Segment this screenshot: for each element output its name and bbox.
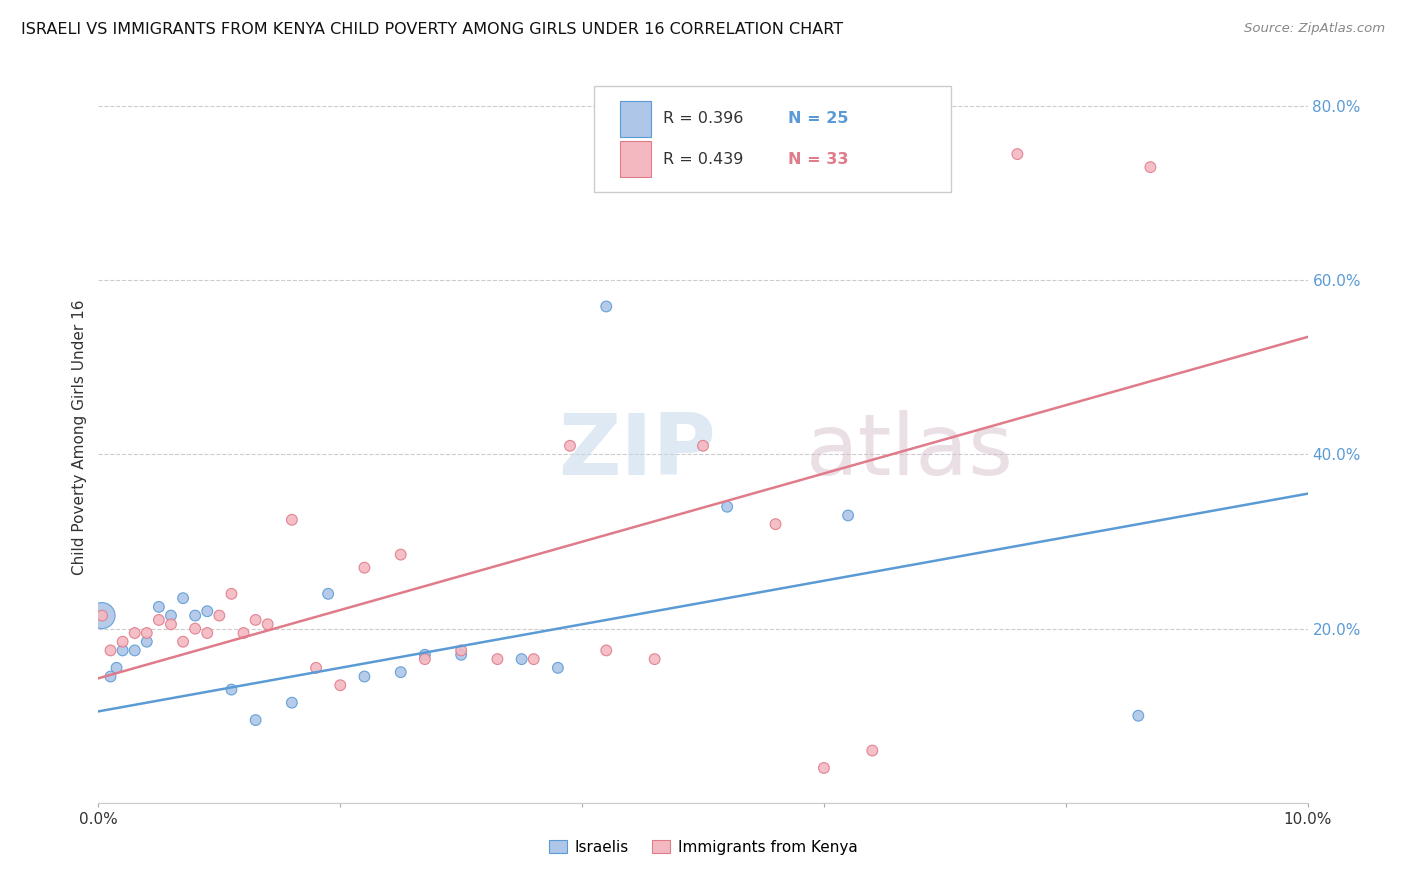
Point: [160, 608, 183, 623]
Point: [281, 513, 304, 527]
Point: [111, 643, 134, 657]
Point: [111, 634, 134, 648]
Text: N = 33: N = 33: [787, 152, 848, 167]
Text: Source: ZipAtlas.com: Source: ZipAtlas.com: [1244, 22, 1385, 36]
Point: [172, 634, 194, 648]
Point: [450, 648, 472, 662]
Point: [813, 761, 835, 775]
Point: [1128, 708, 1150, 723]
Text: R = 0.439: R = 0.439: [664, 152, 744, 167]
FancyBboxPatch shape: [620, 141, 651, 177]
Point: [91, 608, 114, 623]
Text: atlas: atlas: [806, 410, 1014, 493]
Point: [1139, 160, 1161, 174]
Point: [547, 661, 569, 675]
Point: [644, 652, 666, 666]
Point: [595, 300, 617, 314]
Text: ISRAELI VS IMMIGRANTS FROM KENYA CHILD POVERTY AMONG GIRLS UNDER 16 CORRELATION : ISRAELI VS IMMIGRANTS FROM KENYA CHILD P…: [21, 22, 844, 37]
Text: R = 0.396: R = 0.396: [664, 112, 744, 127]
Point: [184, 608, 207, 623]
Point: [91, 608, 114, 623]
Point: [281, 696, 304, 710]
Point: [450, 643, 472, 657]
Point: [256, 617, 278, 632]
Point: [208, 608, 231, 623]
Y-axis label: Child Poverty Among Girls Under 16: Child Poverty Among Girls Under 16: [72, 300, 87, 574]
Point: [837, 508, 859, 523]
Point: [148, 613, 170, 627]
Point: [860, 743, 883, 757]
Point: [105, 661, 128, 675]
Point: [100, 669, 122, 683]
Text: ZIP: ZIP: [558, 410, 716, 493]
Point: [1007, 147, 1029, 161]
Point: [124, 626, 146, 640]
Point: [195, 626, 218, 640]
Point: [100, 643, 122, 657]
Point: [595, 643, 617, 657]
Point: [124, 643, 146, 657]
Point: [413, 648, 436, 662]
Text: N = 25: N = 25: [787, 112, 848, 127]
FancyBboxPatch shape: [595, 86, 950, 192]
Point: [389, 548, 412, 562]
Point: [195, 604, 218, 618]
Point: [305, 661, 328, 675]
Point: [716, 500, 738, 514]
Point: [245, 613, 267, 627]
Point: [486, 652, 509, 666]
Point: [148, 599, 170, 614]
Point: [245, 713, 267, 727]
Point: [510, 652, 533, 666]
Point: [558, 439, 581, 453]
Point: [232, 626, 254, 640]
Point: [160, 617, 183, 632]
Point: [413, 652, 436, 666]
Point: [221, 587, 243, 601]
FancyBboxPatch shape: [620, 101, 651, 136]
Point: [184, 622, 207, 636]
Point: [389, 665, 412, 680]
Legend: Israelis, Immigrants from Kenya: Israelis, Immigrants from Kenya: [543, 834, 863, 861]
Point: [353, 669, 375, 683]
Point: [172, 591, 194, 606]
Point: [329, 678, 352, 692]
Point: [221, 682, 243, 697]
Point: [765, 517, 787, 532]
Point: [316, 587, 339, 601]
Point: [135, 634, 157, 648]
Point: [353, 560, 375, 574]
Point: [135, 626, 157, 640]
Point: [692, 439, 714, 453]
Point: [523, 652, 546, 666]
